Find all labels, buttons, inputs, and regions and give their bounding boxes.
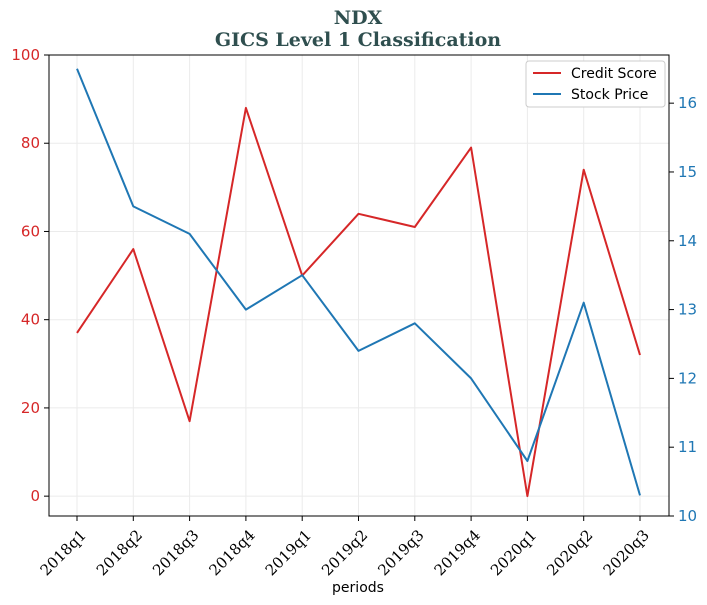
legend: Credit Score Stock Price <box>525 60 666 108</box>
x-axis-label: periods <box>332 580 384 596</box>
x-tick-label: 2018q2 <box>93 526 146 579</box>
x-tick-label: 2018q4 <box>205 526 258 579</box>
right-tick-label: 15 <box>678 163 697 181</box>
series-line-stock-price <box>76 68 641 496</box>
x-tick-label: 2020q2 <box>543 526 596 579</box>
x-tick-label: 2020q3 <box>600 526 653 579</box>
x-tick-label: 2019q4 <box>431 526 484 579</box>
x-tick-label: 2019q3 <box>374 526 427 579</box>
right-tick-label: 14 <box>678 232 697 250</box>
x-tick-label: 2018q1 <box>37 526 90 579</box>
right-tick-label: 11 <box>678 438 697 456</box>
right-tick-label: 10 <box>678 507 697 525</box>
left-tick-label: 60 <box>21 222 40 240</box>
grid-lines <box>49 54 669 516</box>
legend-label-stock-price: Stock Price <box>571 87 648 103</box>
right-tick-label: 16 <box>678 94 697 112</box>
left-tick-label: 20 <box>21 399 40 417</box>
chart-subtitle: GICS Level 1 Classification <box>215 29 501 51</box>
x-tick-label: 2018q3 <box>149 526 202 579</box>
left-axis: 0 20 40 60 80 100 <box>11 46 49 505</box>
legend-label-credit-score: Credit Score <box>571 66 657 82</box>
right-axis: 10 11 12 13 14 15 16 <box>669 94 697 525</box>
right-tick-label: 12 <box>678 369 697 387</box>
x-tick-label: 2019q2 <box>318 526 371 579</box>
left-tick-label: 40 <box>21 311 40 329</box>
left-tick-label: 100 <box>11 46 40 64</box>
series-line-credit-score <box>76 106 641 498</box>
right-tick-label: 13 <box>678 301 697 319</box>
x-tick-label: 2019q1 <box>262 526 315 579</box>
x-tick-label: 2020q1 <box>487 526 540 579</box>
left-tick-label: 0 <box>30 487 40 505</box>
x-axis: 2018q1 2018q2 2018q3 2018q4 2019q1 2019q2 2019… <box>37 516 653 579</box>
chart-title: NDX <box>334 7 383 29</box>
series-lines <box>76 68 641 498</box>
left-tick-label: 80 <box>21 134 40 152</box>
